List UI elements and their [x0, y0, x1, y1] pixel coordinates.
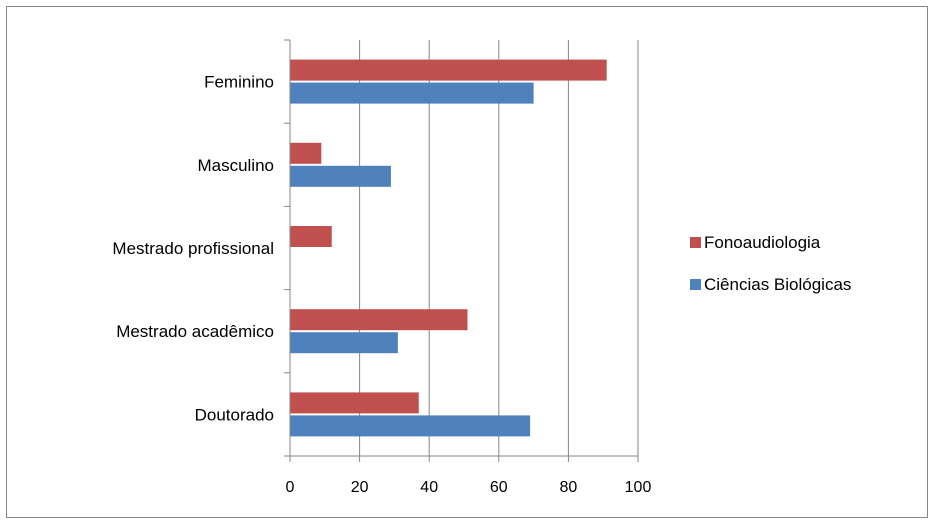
legend-label-fonoaudiologia: Fonoaudiologia	[704, 233, 821, 252]
legend: Fonoaudiologia Ciências Biológicas	[690, 233, 851, 294]
category-labels: Feminino Masculino Mestrado profissional Me…	[112, 73, 274, 425]
chart-frame: Feminino Masculino Mestrado profissional Me…	[6, 6, 928, 518]
bars	[290, 59, 607, 437]
category-label-feminino: Feminino	[204, 73, 274, 92]
category-label-masculino: Masculino	[197, 156, 274, 175]
x-tick-label-60: 60	[490, 479, 508, 496]
x-tick-label-80: 80	[560, 479, 578, 496]
x-tick-label-100: 100	[625, 479, 652, 496]
x-tick-label-0: 0	[286, 479, 295, 496]
bar-fonoaudiologia-feminino	[290, 59, 607, 81]
legend-label-ciencias-biologicas: Ciências Biológicas	[704, 275, 851, 294]
gridlines	[359, 40, 639, 456]
bar-ciencias-biologicas-mestrado-academico	[290, 332, 398, 354]
bar-chart: Feminino Masculino Mestrado profissional Me…	[112, 39, 851, 496]
category-label-doutorado: Doutorado	[195, 405, 274, 424]
bar-ciencias-biologicas-feminino	[290, 82, 534, 104]
x-tick-label-40: 40	[420, 479, 438, 496]
bar-fonoaudiologia-doutorado	[290, 392, 419, 414]
legend-swatch-fonoaudiologia	[690, 237, 701, 248]
bar-fonoaudiologia-masculino	[290, 142, 322, 164]
bar-fonoaudiologia-mestrado-academico	[290, 309, 468, 331]
bar-ciencias-biologicas-masculino	[290, 165, 391, 187]
category-label-mestrado-academico: Mestrado acadêmico	[116, 322, 274, 341]
bar-fonoaudiologia-mestrado-profissional	[290, 226, 332, 247]
tick-labels: 0 20 40 60 80 100	[286, 479, 652, 496]
category-label-mestrado-profissional: Mestrado profissional	[112, 239, 274, 258]
x-tick-label-20: 20	[351, 479, 369, 496]
axes	[284, 39, 639, 462]
legend-swatch-ciencias-biologicas	[690, 279, 701, 290]
bar-ciencias-biologicas-doutorado	[290, 415, 531, 437]
